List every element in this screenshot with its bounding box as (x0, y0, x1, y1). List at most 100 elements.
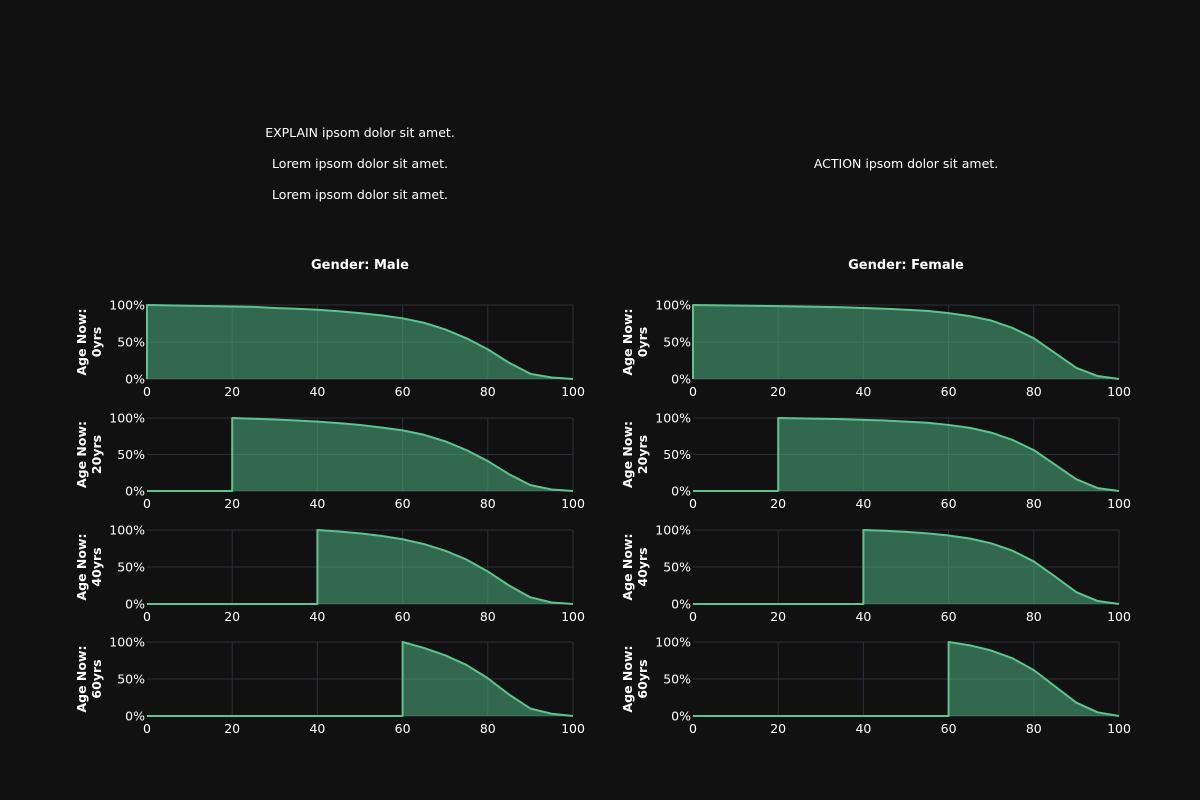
x-tick-label: 100 (1107, 609, 1131, 624)
survival-line (693, 529, 1120, 605)
panel-female-60: 0% 50% 100% 0 20 40 60 80 100 Age Now:60yrs (620, 635, 1131, 737)
x-tick-label: 20 (224, 721, 240, 736)
x-tick-label: 100 (561, 496, 585, 511)
y-tick-label: 100% (109, 635, 145, 650)
annotation-left-1: EXPLAIN ipsom dolor sit amet. (265, 125, 455, 140)
y-tick-label: 100% (109, 298, 145, 313)
x-tick-label: 100 (1107, 721, 1131, 736)
x-tick-label: 60 (395, 496, 411, 511)
x-tick-label: 0 (689, 496, 697, 511)
column-title-female: Gender: Female (848, 258, 964, 273)
y-tick-label: 0% (671, 484, 691, 499)
survival-line (147, 417, 574, 492)
row-label: Age Now:60yrs (620, 645, 650, 712)
panel-male-40: 0% 50% 100% 0 20 40 60 80 100 Age Now:40yrs (74, 523, 585, 625)
annotation-left-2: Lorem ipsom dolor sit amet. (272, 156, 448, 171)
y-tick-label: 0% (125, 484, 145, 499)
survival-area (232, 418, 573, 491)
y-tick-label: 0% (671, 372, 691, 387)
x-tick-label: 80 (480, 721, 496, 736)
survival-area (147, 305, 573, 379)
annotation-right-1: ACTION ipsom dolor sit amet. (814, 156, 998, 171)
panel-female-0: 0% 50% 100% 0 20 40 60 80 100 Age Now:0yrs (620, 298, 1131, 400)
x-tick-label: 100 (561, 384, 585, 399)
x-tick-label: 40 (855, 384, 871, 399)
x-tick-label: 80 (480, 496, 496, 511)
row-label: Age Now:0yrs (74, 308, 104, 375)
y-tick-label: 0% (671, 597, 691, 612)
x-tick-label: 60 (941, 721, 957, 736)
row-label-line: Age Now: (620, 421, 635, 488)
x-tick-label: 100 (1107, 384, 1131, 399)
annotation-left-3: Lorem ipsom dolor sit amet. (272, 187, 448, 202)
survival-area (863, 530, 1119, 604)
panel-male-0: 0% 50% 100% 0 20 40 60 80 100 Age Now:0yrs (74, 298, 585, 400)
x-tick-label: 0 (689, 609, 697, 624)
x-tick-label: 60 (395, 721, 411, 736)
x-tick-label: 40 (309, 721, 325, 736)
y-tick-label: 50% (663, 335, 691, 350)
survival-line (147, 529, 574, 605)
y-tick-label: 50% (117, 672, 145, 687)
x-tick-label: 20 (770, 721, 786, 736)
x-tick-label: 20 (770, 496, 786, 511)
x-tick-label: 0 (143, 609, 151, 624)
x-tick-label: 20 (770, 609, 786, 624)
row-label-line: 60yrs (89, 659, 104, 698)
x-tick-label: 40 (309, 496, 325, 511)
row-label-line: 40yrs (89, 547, 104, 586)
y-tick-label: 0% (125, 709, 145, 724)
y-tick-label: 50% (663, 447, 691, 462)
y-tick-label: 100% (655, 411, 691, 426)
panel-male-20: 0% 50% 100% 0 20 40 60 80 100 Age Now:20yrs (74, 411, 585, 512)
x-tick-label: 60 (395, 384, 411, 399)
x-tick-label: 0 (143, 384, 151, 399)
row-label: Age Now:40yrs (620, 533, 650, 600)
x-tick-label: 80 (1026, 384, 1042, 399)
y-tick-label: 100% (655, 298, 691, 313)
survival-area (948, 642, 1119, 716)
x-tick-label: 100 (1107, 496, 1131, 511)
row-label-line: Age Now: (74, 308, 89, 375)
column-title-male: Gender: Male (311, 258, 409, 273)
row-label-line: 60yrs (635, 659, 650, 698)
x-tick-label: 0 (143, 721, 151, 736)
y-tick-label: 100% (109, 411, 145, 426)
x-tick-label: 100 (561, 721, 585, 736)
row-label-line: 20yrs (89, 435, 104, 474)
x-tick-label: 40 (309, 609, 325, 624)
row-label-line: 0yrs (635, 327, 650, 357)
survival-line (147, 641, 574, 717)
survival-line (693, 641, 1120, 717)
x-tick-label: 80 (1026, 496, 1042, 511)
y-tick-label: 50% (117, 560, 145, 575)
x-tick-label: 20 (224, 496, 240, 511)
x-tick-label: 100 (561, 609, 585, 624)
panel-female-40: 0% 50% 100% 0 20 40 60 80 100 Age Now:40yrs (620, 523, 1131, 625)
x-tick-label: 0 (689, 721, 697, 736)
row-label-line: Age Now: (74, 533, 89, 600)
row-label-line: 20yrs (635, 435, 650, 474)
row-label-line: Age Now: (74, 645, 89, 712)
x-tick-label: 40 (855, 496, 871, 511)
y-tick-label: 50% (663, 560, 691, 575)
survival-line (692, 304, 1120, 380)
y-tick-label: 50% (663, 672, 691, 687)
y-tick-label: 0% (125, 372, 145, 387)
row-label-line: 40yrs (635, 547, 650, 586)
row-label-line: Age Now: (620, 533, 635, 600)
x-tick-label: 60 (941, 609, 957, 624)
survival-line (693, 417, 1120, 492)
x-tick-label: 80 (1026, 721, 1042, 736)
y-tick-label: 100% (655, 523, 691, 538)
x-tick-label: 60 (395, 609, 411, 624)
x-tick-label: 40 (855, 721, 871, 736)
x-tick-label: 20 (224, 384, 240, 399)
row-label-line: Age Now: (620, 645, 635, 712)
y-tick-label: 50% (117, 335, 145, 350)
panel-male-60: 0% 50% 100% 0 20 40 60 80 100 Age Now:60yrs (74, 635, 585, 737)
x-tick-label: 80 (480, 384, 496, 399)
x-tick-label: 40 (309, 384, 325, 399)
x-tick-label: 20 (770, 384, 786, 399)
